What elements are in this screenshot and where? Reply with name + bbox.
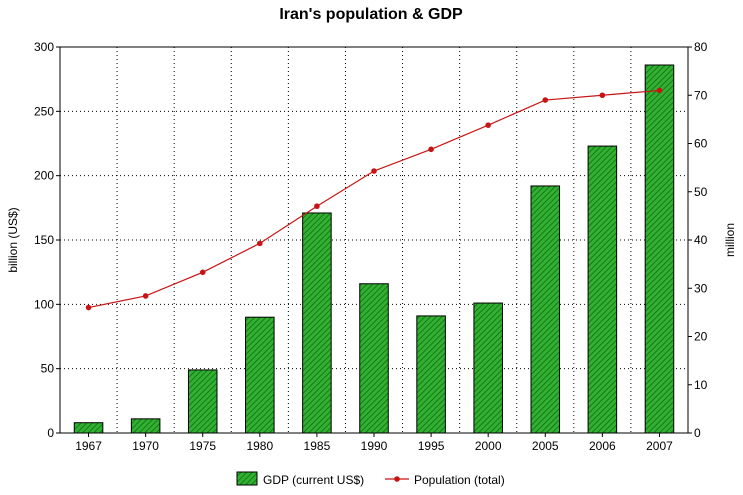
- point-population: [142, 293, 149, 299]
- point-population: [599, 92, 606, 99]
- tick-label-x: 1975: [189, 439, 216, 453]
- bar-gdp: [359, 283, 389, 434]
- point-population: [656, 87, 663, 94]
- tick-label-y-right: 10: [694, 378, 708, 392]
- tick-label-y-right: 70: [694, 88, 708, 102]
- tick-label-y-left: 50: [41, 362, 55, 376]
- bar-gdp: [73, 422, 104, 434]
- y-axis-right-label: million: [723, 223, 737, 257]
- point-population: [85, 304, 92, 311]
- tick-label-x: 1967: [75, 439, 102, 453]
- tick-label-y-left: 300: [34, 40, 54, 54]
- tick-label-y-right: 0: [694, 426, 701, 440]
- point-population: [257, 240, 263, 247]
- population-polyline: [88, 89, 660, 309]
- bar-gdp: [245, 316, 275, 434]
- tick-label-y-right: 50: [694, 185, 708, 199]
- tick-label-x: 2000: [475, 439, 502, 453]
- point-population: [428, 146, 434, 153]
- bar-gdp: [302, 212, 332, 434]
- tick-label-x: 1980: [246, 439, 273, 453]
- population-line: [85, 87, 663, 311]
- tick-label-y-right: 60: [694, 137, 708, 151]
- tick-label-y-right: 30: [694, 281, 708, 295]
- tick-label-x: 1990: [361, 439, 388, 453]
- bar-gdp: [530, 185, 561, 434]
- legend: GDP (current US$) Population (total): [236, 471, 505, 487]
- point-population: [371, 168, 377, 174]
- tick-label-x: 2007: [646, 439, 673, 453]
- point-population: [314, 203, 320, 210]
- tick-label-x: 2006: [589, 439, 616, 453]
- legend-swatch-gdp: [236, 471, 258, 486]
- y-axis-left-label: billion (US$): [6, 207, 20, 272]
- tick-label-y-left: 100: [34, 297, 54, 311]
- bar-gdp: [473, 302, 503, 434]
- bar-gdp: [187, 369, 218, 434]
- point-population: [542, 97, 549, 103]
- bar-gdp: [130, 418, 161, 434]
- tick-label-x: 1995: [418, 439, 445, 453]
- tick-label-x: 1985: [304, 439, 331, 453]
- grid: [60, 47, 688, 433]
- bar-gdp: [587, 145, 618, 434]
- tick-label-y-right: 80: [694, 40, 708, 54]
- tick-label-y-right: 40: [694, 233, 708, 247]
- point-population: [485, 122, 491, 128]
- chart-title: Iran's population & GDP: [279, 6, 463, 23]
- bars: [73, 64, 675, 434]
- bar-gdp: [416, 315, 446, 434]
- tick-label-x: 1970: [132, 439, 159, 453]
- tick-label-y-left: 200: [34, 169, 54, 183]
- tick-label-y-left: 150: [34, 233, 54, 247]
- point-population: [199, 269, 206, 276]
- legend-label-gdp: GDP (current US$): [263, 473, 364, 487]
- bar-gdp: [644, 64, 675, 434]
- tick-label-y-left: 0: [47, 426, 54, 440]
- legend-marker-population: [394, 476, 400, 482]
- tick-label-y-left: 250: [34, 104, 54, 118]
- tick-label-y-right: 20: [694, 330, 708, 344]
- legend-label-population: Population (total): [414, 473, 505, 487]
- axes: 0 50 100 150 200 250 300 0 10 20 30 40 50 60 70 80 1967 1…: [34, 40, 708, 453]
- tick-label-x: 2005: [532, 439, 559, 453]
